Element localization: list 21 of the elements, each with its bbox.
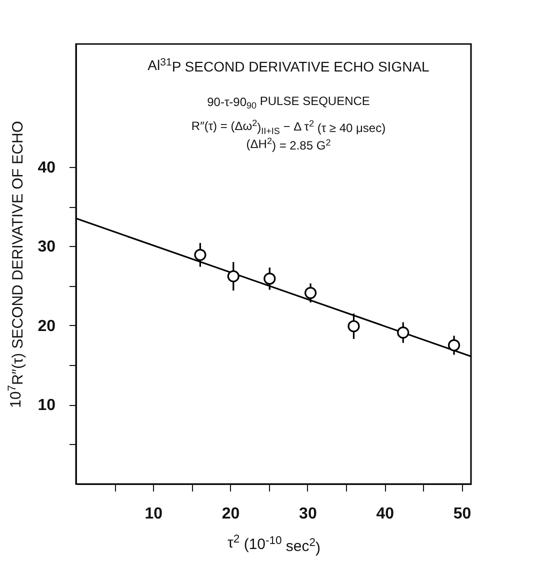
y-tick-label: 20 — [38, 318, 56, 335]
point — [448, 339, 460, 352]
point — [348, 320, 360, 332]
point — [304, 286, 317, 299]
point — [264, 272, 276, 285]
x-axis-title: τ$^{2}$ (10$^{-10}$ sec$^{2}$) — [227, 533, 321, 557]
y-tick-label: 10 — [38, 397, 56, 414]
y-tick-label: 40 — [38, 159, 56, 176]
x-tick-label: 40 — [376, 506, 394, 522]
x-tick-label: 30 — [299, 506, 317, 522]
x-tick-label: 50 — [453, 506, 472, 522]
annotation: (ΔH$^{2}$) = 2.85 G$^{2}$ — [246, 136, 331, 152]
point — [227, 270, 240, 282]
x-tick-label: 20 — [222, 506, 240, 522]
x-tick-label: 10 — [144, 506, 163, 522]
point — [397, 326, 410, 339]
annotation: 90-τ-90$_{90}$ PULSE SEQUENCE — [207, 94, 370, 111]
text: Al$^{31}$P SECOND DERIVATIVE ECHO SIGNAL — [148, 56, 430, 75]
y-tick-label: 30 — [38, 238, 56, 256]
annotation: R″(τ) = (Δω$^{2}$)$_{II+IS}$ − Δ τ$^{2}$ (τ ≥ 40 μsec) — [191, 118, 386, 136]
point — [194, 248, 206, 261]
